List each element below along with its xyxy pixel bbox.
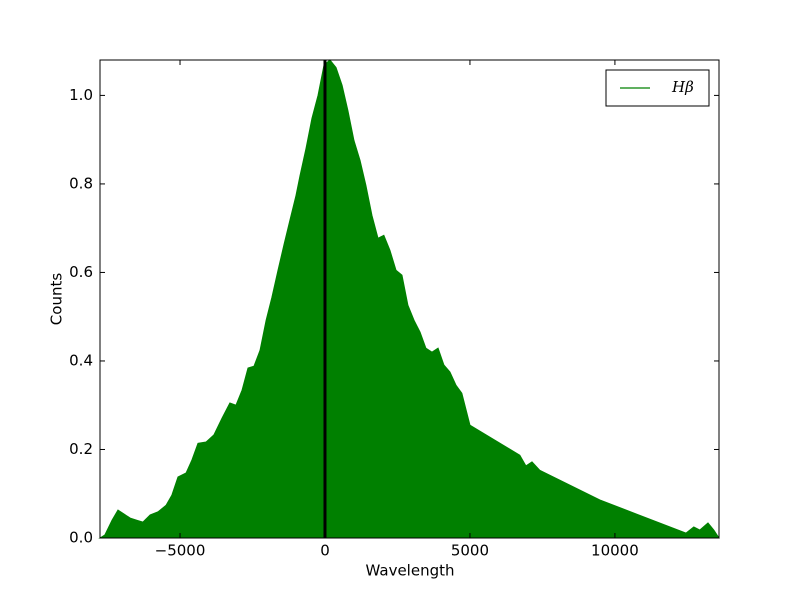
x-axis-label: Wavelength bbox=[366, 562, 455, 580]
y-tick-label: 0.8 bbox=[69, 174, 93, 192]
y-tick-label: 1.0 bbox=[69, 86, 93, 104]
x-tick-label: −5000 bbox=[155, 542, 206, 560]
plot-frame bbox=[99, 59, 720, 539]
legend-label: Hβ bbox=[671, 78, 694, 96]
x-tick-label: 0 bbox=[320, 542, 330, 560]
area bbox=[98, 59, 720, 539]
y-tick-label: 0.0 bbox=[69, 529, 93, 547]
y-tick-label: 0.6 bbox=[69, 263, 93, 281]
y-axis-label: Counts bbox=[48, 273, 66, 326]
x-tick-label: 5000 bbox=[451, 542, 489, 560]
y-tick-label: 0.2 bbox=[69, 440, 93, 458]
x-tick-label: 10000 bbox=[591, 542, 639, 560]
legend: Hβ bbox=[605, 69, 710, 107]
y-tick-label: 0.4 bbox=[69, 351, 93, 369]
